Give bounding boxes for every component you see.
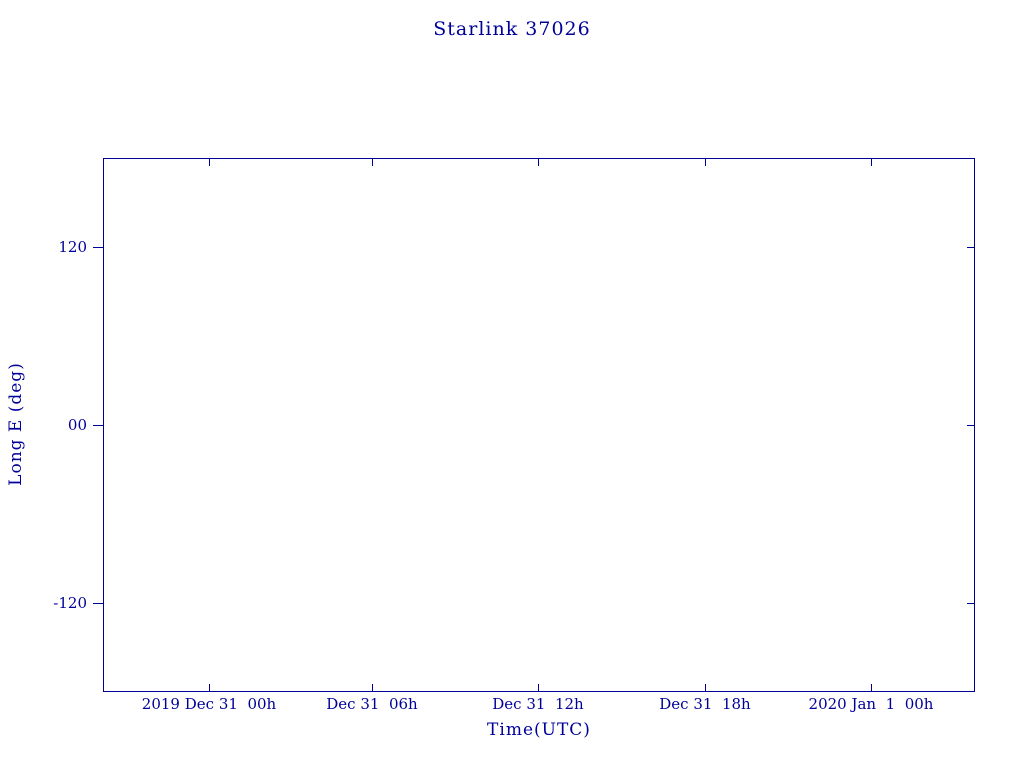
chart-title: Starlink 37026 [433, 18, 591, 40]
y-tick [93, 247, 103, 248]
y-tick-right [967, 247, 975, 248]
x-tick [705, 684, 706, 692]
y-tick [93, 603, 103, 604]
y-tick-label: -120 [53, 594, 87, 612]
x-tick [209, 684, 210, 692]
x-tick [871, 684, 872, 692]
x-tick [372, 684, 373, 692]
x-tick-label: 2019 Dec 31 00h [141, 695, 277, 713]
y-tick-right [967, 603, 975, 604]
x-tick-top [372, 158, 373, 166]
y-tick-right [967, 425, 975, 426]
x-tick-top [705, 158, 706, 166]
y-tick [93, 425, 103, 426]
x-tick-label: 2020 Jan 1 00h [808, 695, 934, 713]
x-tick-label: Dec 31 18h [659, 695, 751, 713]
plot-frame [103, 158, 975, 692]
y-axis-label: Long E (deg) [6, 362, 26, 486]
x-tick-top [538, 158, 539, 166]
x-axis-label: Time(UTC) [487, 720, 591, 740]
x-tick-top [871, 158, 872, 166]
y-tick-label: 00 [67, 416, 87, 434]
y-tick-label: 120 [58, 238, 87, 256]
x-tick-label: Dec 31 06h [326, 695, 418, 713]
x-tick [538, 684, 539, 692]
x-tick-label: Dec 31 12h [492, 695, 584, 713]
x-tick-top [209, 158, 210, 166]
